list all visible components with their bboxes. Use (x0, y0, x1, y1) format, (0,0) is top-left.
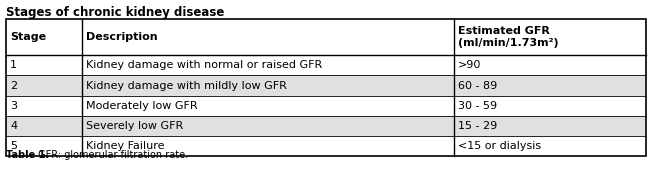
Text: GFR: glomerular filtration rate.: GFR: glomerular filtration rate. (35, 150, 188, 160)
Text: Kidney damage with normal or raised GFR: Kidney damage with normal or raised GFR (86, 60, 322, 70)
Bar (6, 19, 646, 156)
Text: 2: 2 (10, 81, 17, 90)
Bar (6, 19, 646, 55)
Text: Estimated GFR
(ml/min/1.73m²): Estimated GFR (ml/min/1.73m²) (458, 26, 558, 48)
Text: 60 - 89: 60 - 89 (458, 81, 497, 90)
Text: Kidney Failure: Kidney Failure (86, 141, 164, 151)
Bar (6, 96, 646, 116)
Text: 3: 3 (10, 101, 17, 111)
Text: 1: 1 (10, 60, 17, 70)
Bar (6, 136, 646, 156)
Bar (6, 76, 646, 96)
Text: <15 or dialysis: <15 or dialysis (458, 141, 541, 151)
Text: Description: Description (86, 32, 157, 42)
Text: Stage: Stage (10, 32, 46, 42)
Text: 15 - 29: 15 - 29 (458, 121, 497, 131)
Text: 4: 4 (10, 121, 17, 131)
Bar (6, 19, 646, 156)
Text: Severely low GFR: Severely low GFR (86, 121, 183, 131)
Text: 5: 5 (10, 141, 17, 151)
Text: Stages of chronic kidney disease: Stages of chronic kidney disease (6, 6, 224, 19)
Bar (6, 116, 646, 136)
Text: 30 - 59: 30 - 59 (458, 101, 497, 111)
Bar (6, 55, 646, 76)
Text: Kidney damage with mildly low GFR: Kidney damage with mildly low GFR (86, 81, 287, 90)
Text: Table 1.: Table 1. (6, 150, 49, 160)
Text: >90: >90 (458, 60, 482, 70)
Text: Moderately low GFR: Moderately low GFR (86, 101, 197, 111)
